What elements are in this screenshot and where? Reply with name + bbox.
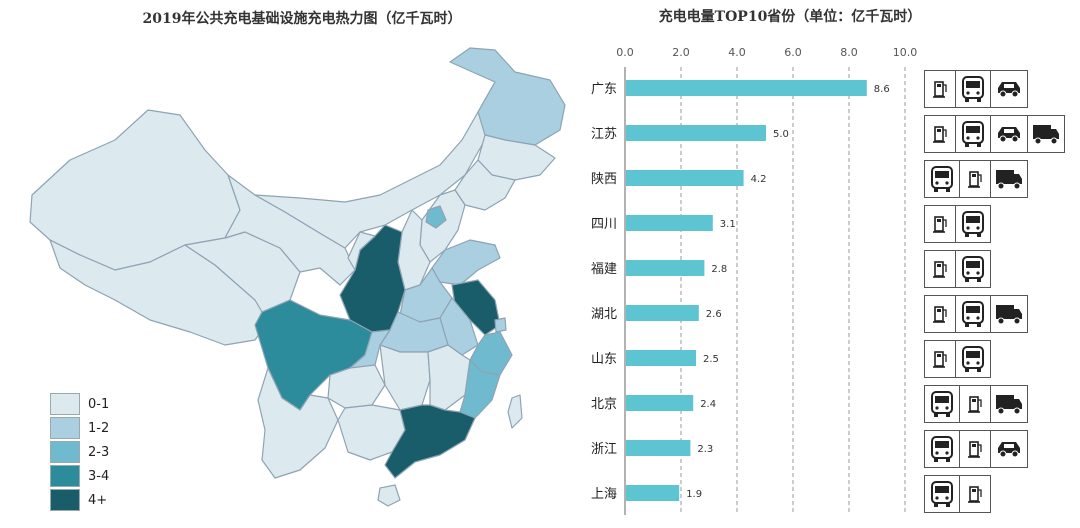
x-tick-label: 0.0 [616,46,634,59]
category-label: 上海 [591,487,617,502]
chart-title: 充电电量TOP10省份（单位：亿千瓦时） [658,9,922,25]
category-label: 浙江 [591,442,617,457]
x-tick-label: 4.0 [728,46,746,59]
category-label: 广东 [591,82,617,97]
region-yunnan [257,367,339,479]
bar [626,440,691,456]
legend-swatch [50,465,80,487]
region-hunan [379,344,431,411]
bar [626,80,867,96]
truck-icon [990,160,1028,198]
bar [626,125,766,141]
value-label: 4.2 [751,174,767,185]
region-shanghai [494,317,507,333]
region-heilongjiang [449,47,566,146]
bus-icon [924,430,960,468]
category-label: 福建 [591,262,617,277]
bar [626,260,705,276]
legend-item: 2-3 [50,440,109,464]
value-label: 8.6 [874,84,890,95]
charger-icon [924,295,956,333]
truck-icon [1027,115,1065,153]
legend-swatch [50,489,80,511]
car-icon [990,430,1028,468]
legend-swatch [50,393,80,415]
category-label: 山东 [591,352,617,367]
category-label: 北京 [591,397,617,412]
legend-label: 0-1 [88,396,110,412]
region-taiwan [507,394,523,429]
bar [626,305,699,321]
bus-icon [955,340,991,378]
charger-icon [959,160,991,198]
legend-item: 3-4 [50,464,109,488]
car-icon [990,115,1028,153]
value-label: 2.6 [706,309,722,320]
map-legend: 0-1 1-2 2-3 3-4 4+ [50,392,109,512]
bus-icon [955,70,991,108]
legend-label: 3-4 [88,468,110,484]
map-title: 2019年公共充电基础设施充电热力图（亿千瓦时） [142,11,462,27]
bus-icon [955,205,991,243]
car-icon [990,70,1028,108]
legend-label: 4+ [88,492,108,508]
value-label: 2.8 [711,264,727,275]
charger-icon [959,385,991,423]
value-label: 2.3 [697,444,713,455]
region-hainan [377,484,401,507]
china-heat-map [29,47,566,507]
bus-icon [924,475,960,513]
legend-item: 1-2 [50,416,109,440]
bus-icon [955,115,991,153]
bar [626,215,713,231]
charger-icon [959,430,991,468]
charger-icon [924,115,956,153]
truck-icon [990,385,1028,423]
charger-icon [924,250,956,288]
legend-item: 4+ [50,488,109,512]
x-tick-label: 6.0 [784,46,802,59]
bus-icon [924,385,960,423]
region-guizhou [327,364,386,409]
charger-icon [924,70,956,108]
legend-swatch [50,417,80,439]
value-label: 1.9 [686,489,702,500]
legend-label: 1-2 [88,420,110,436]
charger-icon [924,340,956,378]
region-liaoning [454,159,516,211]
category-label: 湖北 [591,307,617,322]
category-label: 四川 [591,217,617,232]
bar [626,395,694,411]
region-beijing [425,205,447,229]
bar [626,350,696,366]
region-ningxia [347,231,376,271]
bar [626,485,680,501]
bar [626,170,744,186]
truck-icon [990,295,1028,333]
legend-label: 2-3 [88,444,110,460]
bus-icon [955,295,991,333]
x-tick-label: 8.0 [840,46,858,59]
category-label: 陕西 [591,172,617,187]
value-label: 2.5 [703,354,719,365]
value-label: 3.1 [720,219,736,230]
value-label: 5.0 [773,129,789,140]
legend-item: 0-1 [50,392,109,416]
bus-icon [924,160,960,198]
category-label: 江苏 [591,126,617,142]
x-tick-label: 2.0 [672,46,690,59]
region-guangdong [384,404,476,479]
charger-icon [959,475,991,513]
legend-swatch [50,441,80,463]
value-label: 2.4 [700,399,716,410]
x-tick-label: 10.0 [893,46,918,59]
bus-icon [955,250,991,288]
charger-icon [924,205,956,243]
